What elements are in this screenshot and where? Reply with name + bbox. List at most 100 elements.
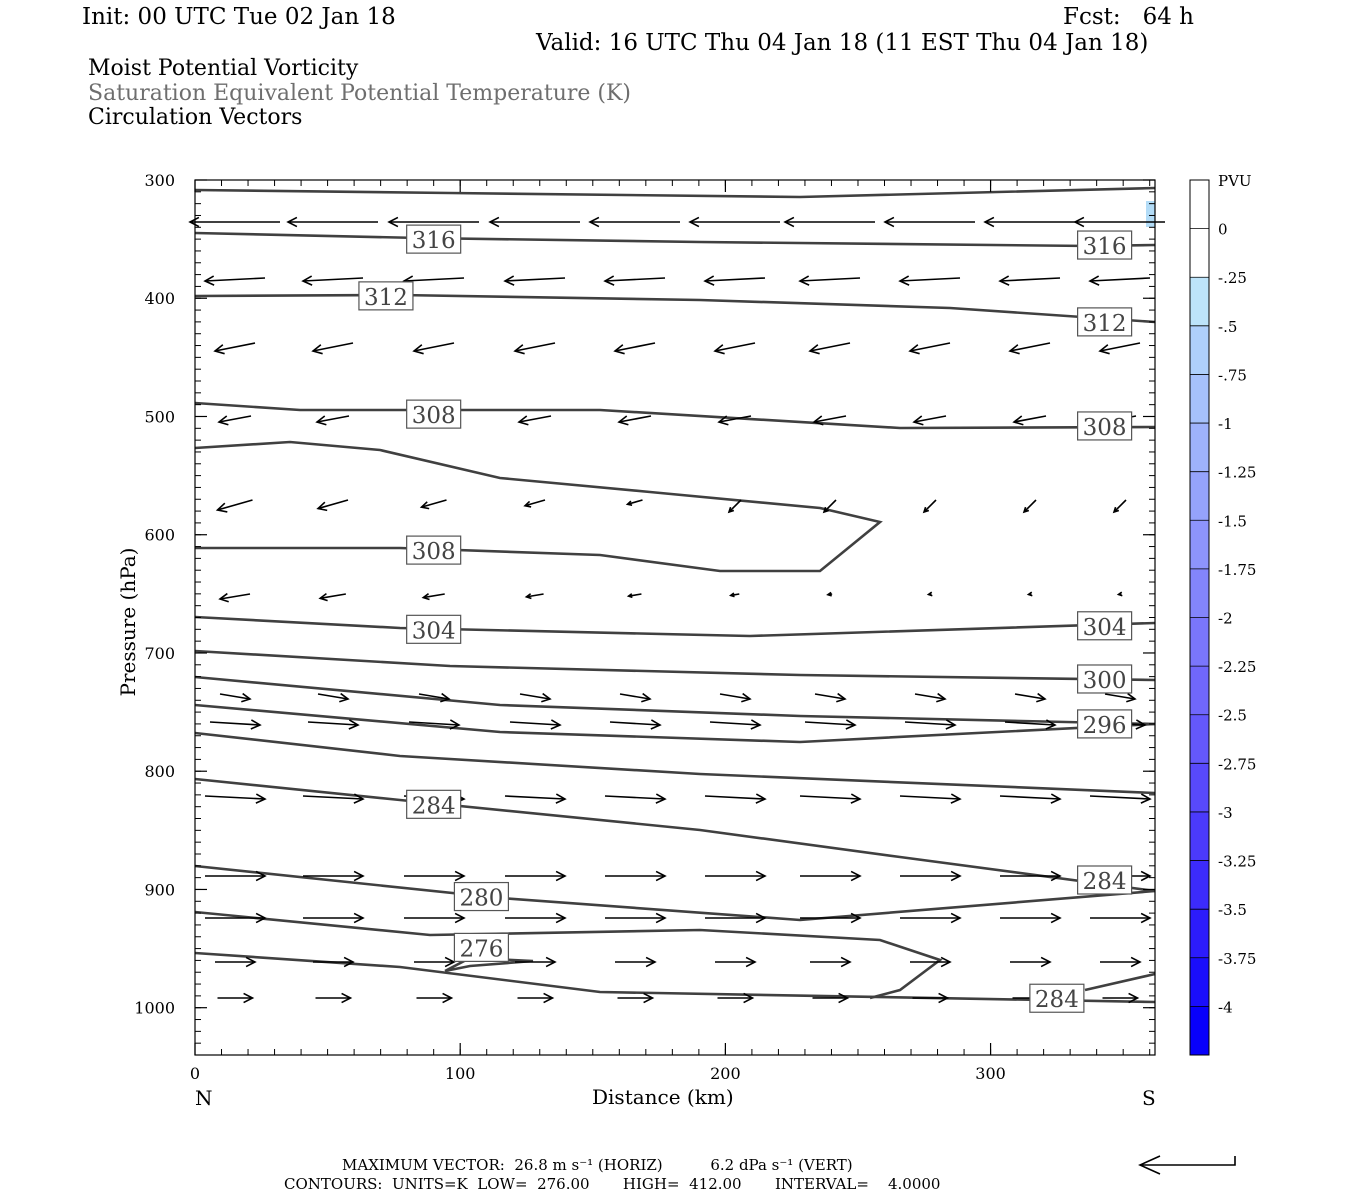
circulation-vector bbox=[717, 992, 755, 1004]
max-vector-note: MAXIMUM VECTOR: 26.8 m s⁻¹ (HORIZ) 6.2 d… bbox=[342, 1156, 853, 1174]
contour-label: 308 bbox=[406, 399, 462, 429]
colorbar-label: -2.5 bbox=[1218, 707, 1247, 725]
svg-text:308: 308 bbox=[412, 403, 456, 429]
contour-label: 284 bbox=[1029, 983, 1085, 1013]
circulation-vector bbox=[215, 499, 253, 513]
circulation-vector bbox=[814, 692, 847, 703]
svg-text:300: 300 bbox=[1083, 668, 1127, 694]
svg-text:316: 316 bbox=[412, 228, 456, 254]
svg-text:316: 316 bbox=[1083, 234, 1127, 260]
x-axis-label: Distance (km) bbox=[592, 1085, 734, 1109]
svg-text:296: 296 bbox=[1083, 713, 1127, 739]
colorbar-label: -3.75 bbox=[1218, 950, 1256, 968]
circulation-vector bbox=[727, 499, 742, 514]
circulation-vector bbox=[703, 275, 766, 286]
contour-info: CONTOURS: UNITS=K LOW= 276.00 HIGH= 412.… bbox=[284, 1175, 941, 1193]
x-end-label-south: S bbox=[1142, 1086, 1156, 1110]
circulation-vector bbox=[999, 793, 1062, 804]
colorbar-swatch bbox=[1190, 374, 1209, 424]
circulation-vector bbox=[609, 719, 662, 730]
circulation-vector bbox=[517, 415, 552, 426]
circulation-vector bbox=[1022, 499, 1037, 514]
colorbar-swatch bbox=[1190, 909, 1209, 959]
circulation-vector bbox=[783, 216, 875, 228]
circulation-vector bbox=[719, 692, 752, 703]
y-axis-label: Pressure (hPa) bbox=[116, 547, 140, 697]
circulation-vector bbox=[922, 499, 937, 514]
circulation-vector bbox=[205, 870, 267, 882]
circulation-vector bbox=[900, 912, 962, 924]
circulation-vector bbox=[898, 275, 961, 286]
svg-text:304: 304 bbox=[412, 618, 456, 644]
circulation-vector bbox=[414, 956, 456, 968]
circulation-vector bbox=[302, 793, 365, 804]
circulation-vector bbox=[688, 216, 780, 228]
circulation-vector bbox=[1116, 591, 1123, 597]
circulation-vector bbox=[1088, 275, 1151, 286]
contour-label: 280 bbox=[453, 881, 510, 912]
circulation-vector bbox=[899, 793, 962, 804]
circulation-vector bbox=[416, 992, 454, 1004]
circulation-vector bbox=[804, 719, 857, 730]
circulation-vector bbox=[217, 992, 255, 1004]
x-end-label-north: N bbox=[195, 1086, 213, 1110]
circulation-vector bbox=[1102, 992, 1140, 1004]
y-tick-label: 900 bbox=[144, 880, 175, 899]
circulation-vector bbox=[1012, 415, 1047, 426]
contour-line bbox=[194, 731, 1156, 795]
y-tick-label: 800 bbox=[144, 762, 175, 781]
colorbar-label: -1.25 bbox=[1218, 464, 1256, 482]
circulation-vector bbox=[205, 912, 267, 924]
circulation-vector bbox=[800, 870, 862, 882]
circulation-vector bbox=[799, 793, 862, 804]
contour-label: 284 bbox=[1077, 865, 1133, 895]
contour-line bbox=[194, 703, 1156, 744]
contour-line bbox=[194, 440, 883, 573]
circulation-vector bbox=[1026, 591, 1033, 597]
circulation-vector bbox=[286, 216, 378, 228]
circulation-vector bbox=[912, 415, 947, 426]
circulation-vector bbox=[217, 415, 252, 426]
x-tick-label: 300 bbox=[975, 1064, 1006, 1083]
colorbar-swatch bbox=[1190, 860, 1209, 910]
field-label-theta-es: Saturation Equivalent Potential Temperat… bbox=[88, 81, 631, 106]
circulation-vector bbox=[617, 992, 655, 1004]
svg-text:308: 308 bbox=[412, 539, 456, 565]
contour-label: 308 bbox=[406, 535, 462, 565]
circulation-vector bbox=[316, 499, 349, 512]
circulation-vector bbox=[926, 591, 933, 597]
circulation-vector bbox=[519, 692, 552, 703]
contour-line bbox=[194, 864, 1156, 922]
colorbar-swatch bbox=[1190, 520, 1209, 570]
circulation-vector bbox=[315, 992, 353, 1004]
colorbar-swatch bbox=[1190, 471, 1209, 521]
circulation-vector bbox=[503, 275, 566, 286]
colorbar-label: -2.25 bbox=[1218, 658, 1256, 676]
circulation-vector bbox=[910, 956, 952, 968]
circulation-vector bbox=[812, 415, 847, 426]
colorbar-swatch bbox=[1190, 617, 1209, 667]
circulation-vector bbox=[904, 719, 957, 730]
circulation-vector bbox=[983, 216, 1075, 228]
colorbar-label: -2 bbox=[1218, 610, 1233, 628]
circulation-vector bbox=[1073, 216, 1165, 228]
circulation-vector bbox=[800, 912, 862, 924]
colorbar-label: -.5 bbox=[1218, 318, 1237, 336]
circulation-vector bbox=[301, 275, 364, 286]
circulation-vector bbox=[1090, 912, 1152, 924]
contour-line bbox=[194, 231, 1156, 248]
svg-text:312: 312 bbox=[364, 285, 408, 311]
colorbar-label: -1.5 bbox=[1218, 512, 1247, 530]
circulation-vector bbox=[303, 870, 365, 882]
circulation-vector bbox=[912, 992, 950, 1004]
circulation-vector bbox=[418, 692, 451, 703]
forecast-hour: Fcst: 64 h bbox=[1063, 4, 1194, 30]
svg-text:284: 284 bbox=[1083, 869, 1127, 895]
contour-label: 308 bbox=[1077, 411, 1133, 441]
circulation-vector bbox=[421, 593, 445, 601]
circulation-vector bbox=[613, 342, 656, 355]
contour-label: 312 bbox=[358, 281, 414, 311]
circulation-vector bbox=[1098, 342, 1141, 355]
x-tick-label: 0 bbox=[190, 1064, 200, 1083]
colorbar-swatch bbox=[1190, 811, 1209, 862]
